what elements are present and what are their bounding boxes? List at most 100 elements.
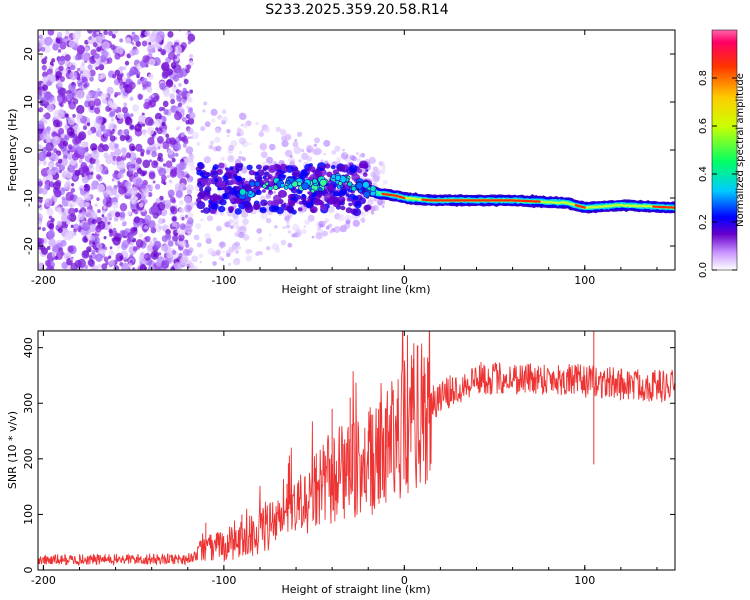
spectral-blob <box>147 192 153 198</box>
spectral-blob <box>142 55 150 63</box>
spectral-blob <box>132 267 136 270</box>
spectral-blob <box>323 220 327 224</box>
spectral-blob <box>49 175 54 180</box>
spectral-blob <box>83 83 88 88</box>
spectral-blob <box>57 96 63 103</box>
spectral-blob <box>186 93 191 98</box>
spectral-blob <box>208 144 214 150</box>
spectral-blob <box>165 133 170 138</box>
ridge-blob <box>312 178 318 184</box>
spectral-blob <box>70 64 76 71</box>
spectral-blob <box>187 231 192 236</box>
spectral-blob <box>106 212 112 219</box>
snr-y-label: SNR (10 * v/v) <box>6 411 19 489</box>
spectral-blob <box>169 169 177 178</box>
spectral-blob <box>66 92 73 100</box>
spectral-blob <box>119 202 128 212</box>
spectral-blob <box>66 221 70 225</box>
ridge-blob <box>264 181 269 186</box>
ridge-core <box>421 198 541 203</box>
x-tick-label: 0 <box>401 274 408 287</box>
spectral-blob <box>39 54 43 59</box>
spectral-blob <box>52 42 60 50</box>
spectral-blob <box>106 190 111 195</box>
spectral-blob <box>252 203 261 211</box>
spectral-blob <box>132 104 139 112</box>
spectral-blob <box>142 86 146 91</box>
spectral-blob <box>238 150 243 155</box>
spectral-blob <box>108 30 113 37</box>
spectral-blob <box>150 227 157 234</box>
spectral-blob <box>149 159 152 163</box>
spectral-blob <box>253 209 257 214</box>
spectral-blob <box>301 199 308 205</box>
spectral-blob <box>206 158 210 162</box>
spectral-blob <box>354 168 358 172</box>
spectral-blob <box>178 207 185 214</box>
spectral-blob <box>52 131 57 138</box>
spectral-blob <box>334 145 341 152</box>
spectral-blob <box>167 149 174 156</box>
spectral-blob <box>195 223 202 230</box>
spectral-blob <box>163 244 171 254</box>
spectral-blob <box>103 235 107 240</box>
spectral-blob <box>315 232 323 240</box>
spectral-blob <box>206 215 214 222</box>
spectral-blob <box>222 174 228 181</box>
spectral-blob <box>178 183 186 192</box>
spectral-blob <box>382 205 385 208</box>
spectral-blob <box>152 237 157 243</box>
spectral-blob <box>148 58 156 67</box>
spectral-blob <box>304 219 311 225</box>
spectral-blob <box>47 229 56 239</box>
y-tick-label: 300 <box>22 393 35 414</box>
spectral-blob <box>320 159 324 163</box>
spectral-blob <box>38 144 43 153</box>
spectral-blob <box>197 192 205 200</box>
spectral-blob <box>146 126 155 136</box>
spectral-blob <box>46 126 51 132</box>
spectral-blob <box>352 219 360 227</box>
spectral-blob <box>236 245 242 251</box>
spectral-blob <box>267 165 277 174</box>
spectral-blob <box>142 258 146 262</box>
spectral-blob <box>129 254 134 259</box>
spectral-blob <box>174 152 179 157</box>
spectral-blob <box>179 200 184 206</box>
spectral-blob <box>48 215 53 220</box>
spectral-blob <box>180 109 185 114</box>
spectral-blob <box>81 52 90 62</box>
spectral-blob <box>109 135 116 142</box>
spectral-blob <box>103 256 109 263</box>
spectral-blob <box>112 172 118 179</box>
spectral-blob <box>211 118 216 123</box>
spectral-blob <box>43 91 52 101</box>
spectral-blob <box>162 259 170 268</box>
spectral-blob <box>79 64 86 72</box>
spectral-blob <box>178 233 185 242</box>
spectral-blob <box>67 152 74 161</box>
spectral-blob <box>193 270 196 273</box>
y-tick-label: 0 <box>22 147 35 154</box>
spectral-blob <box>42 227 46 232</box>
spectral-blob <box>344 152 347 155</box>
spectral-blob <box>246 164 253 171</box>
spectral-blob <box>157 201 166 211</box>
spectral-blob <box>293 166 299 172</box>
spectral-blob <box>209 140 215 145</box>
spectral-blob <box>54 255 59 261</box>
spectral-blob <box>263 126 271 133</box>
spectral-blob <box>46 207 54 216</box>
spectral-blob <box>266 200 274 206</box>
spectral-blob <box>46 168 53 176</box>
spectral-blob <box>280 203 286 208</box>
spectral-blob <box>59 87 67 96</box>
spectral-blob <box>98 63 105 71</box>
x-tick-label: 100 <box>574 274 595 287</box>
spectral-blob <box>156 135 164 144</box>
spectral-blob <box>287 242 293 248</box>
spectral-blob <box>178 161 187 171</box>
spectral-blob <box>73 94 77 99</box>
spectral-blob <box>69 71 78 81</box>
